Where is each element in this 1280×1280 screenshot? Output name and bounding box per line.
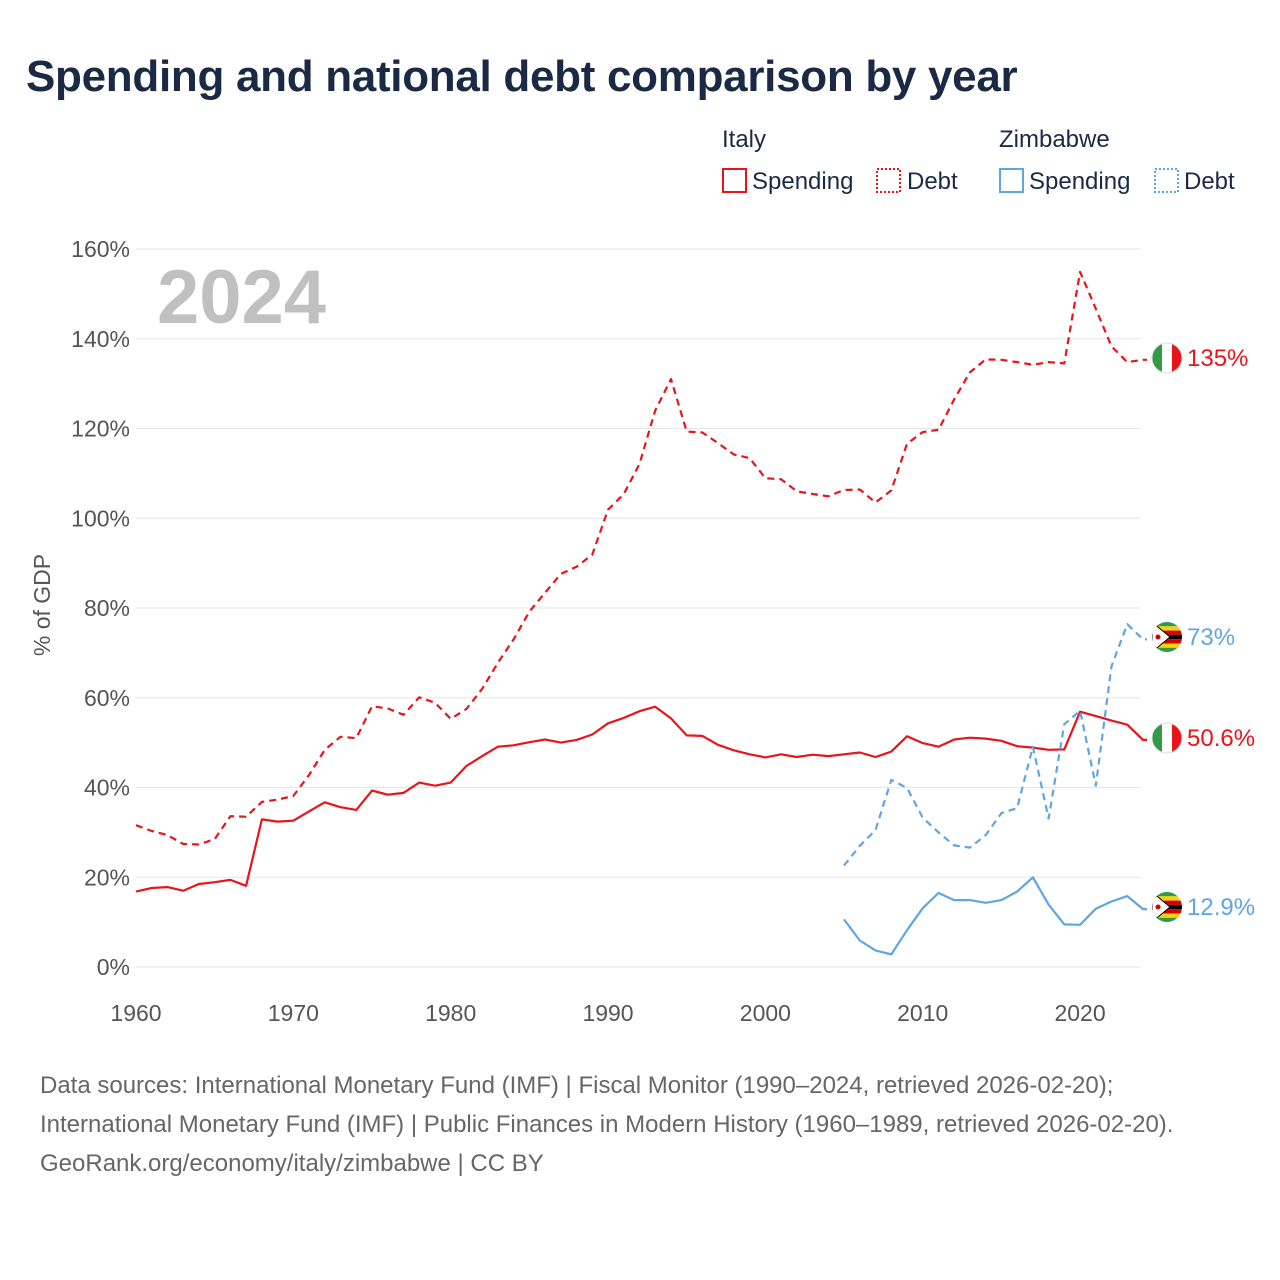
x-tick-label: 1990 [582,1000,633,1026]
y-tick-label: 100% [71,505,130,531]
legend-swatch-zimbabwe-spending [999,168,1024,193]
series-line-zimbabwe-spending [843,876,1147,956]
legend-label-zimbabwe-spending[interactable]: Spending [1029,168,1130,195]
end-label-zimbabwe-debt: 73% [1187,624,1235,651]
y-tick-label: 0% [97,954,130,980]
legend-group-italy: Italy [722,126,766,153]
zimbabwe-flag-icon [1152,622,1182,652]
y-axis: 0% 20% 40% 60% 80% 100% 120% 140% 160% [71,236,130,980]
y-tick-label: 60% [84,685,130,711]
gridlines [136,248,1140,968]
y-tick-label: 140% [71,326,130,352]
zimbabwe-flag-icon [1152,892,1182,922]
series-lines [135,270,1147,956]
italy-flag-icon [1151,342,1183,374]
end-label-zimbabwe-spending: 12.9% [1187,894,1255,921]
y-tick-label: 20% [84,864,130,890]
line-chart: Italy Zimbabwe Spending Debt Spending De… [29,126,1255,1026]
y-tick-label: 80% [84,595,130,621]
data-sources-text: Data sources: International Monetary Fun… [40,1072,1174,1138]
y-tick-label: 120% [71,416,130,442]
legend-swatch-italy-spending [722,168,747,193]
italy-flag-icon [1151,722,1183,754]
legend-label-italy-spending[interactable]: Spending [752,168,853,195]
series-line-italy-spending [135,705,1147,893]
x-tick-label: 1970 [268,1000,319,1026]
end-label-italy-debt: 135% [1187,345,1248,372]
x-tick-label: 2000 [740,1000,791,1026]
legend-label-zimbabwe-debt[interactable]: Debt [1184,168,1235,195]
chart-title: Spending and national debt comparison by… [26,52,1018,101]
x-tick-label: 2020 [1054,1000,1105,1026]
year-label: 2024 [157,255,326,340]
x-tick-label: 2010 [897,1000,948,1026]
legend-swatch-italy-debt [876,168,901,193]
legend-group-zimbabwe: Zimbabwe [999,126,1110,153]
y-tick-label: 160% [71,236,130,262]
footer: Data sources: International Monetary Fun… [40,1066,1240,1183]
series-line-italy-debt [135,270,1147,846]
y-tick-label: 40% [84,775,130,801]
x-tick-label: 1980 [425,1000,476,1026]
legend-label-italy-debt[interactable]: Debt [907,168,958,195]
legend: Italy Zimbabwe Spending Debt Spending De… [722,126,1235,195]
series-line-zimbabwe-debt [843,623,1147,867]
x-tick-label: 1960 [110,1000,161,1026]
legend-swatch-zimbabwe-debt [1154,168,1179,193]
credit-link[interactable]: GeoRank.org/economy/italy/zimbabwe | CC … [40,1150,544,1177]
y-axis-label: % of GDP [29,554,55,656]
end-label-italy-spending: 50.6% [1187,725,1255,752]
x-axis: 1960 1970 1980 1990 2000 2010 2020 [110,1000,1105,1026]
